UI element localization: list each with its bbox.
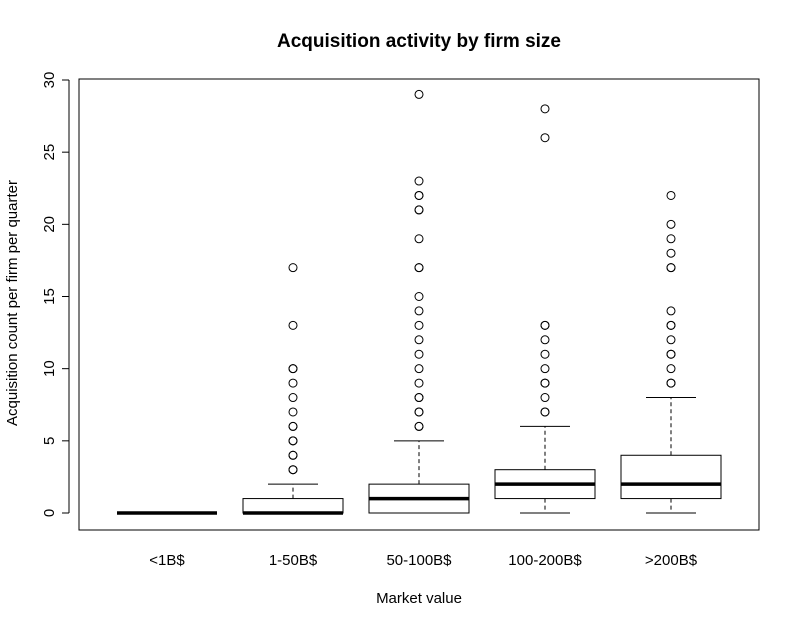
- outlier-point: [414, 378, 424, 388]
- box-group: [494, 104, 596, 514]
- outlier-point: [288, 393, 298, 403]
- y-axis-ticks: 0 5 10 15 20 25 30: [41, 72, 69, 517]
- outlier-point: [288, 263, 298, 273]
- x-tick-label: 1-50B$: [269, 552, 318, 569]
- outlier-point: [666, 335, 676, 345]
- outlier-point: [288, 364, 298, 374]
- outlier-point: [540, 378, 550, 388]
- outlier-point: [414, 421, 424, 431]
- x-tick-label: >200B$: [645, 552, 698, 569]
- outlier-point: [414, 320, 424, 330]
- y-tick-label: 5: [41, 437, 58, 445]
- outlier-point: [540, 335, 550, 345]
- outlier-point: [414, 364, 424, 374]
- outlier-point: [540, 393, 550, 403]
- chart-title: Acquisition activity by firm size: [277, 31, 561, 52]
- x-axis-ticks: <1B$ 1-50B$ 50-100B$ 100-200B$ >200B$: [149, 552, 697, 569]
- y-tick-label: 25: [41, 144, 58, 161]
- outlier-point: [288, 378, 298, 388]
- outlier-point: [666, 263, 676, 273]
- y-tick-label: 0: [41, 509, 58, 517]
- outlier-point: [540, 320, 550, 330]
- outlier-point: [666, 306, 676, 316]
- outlier-point: [414, 190, 424, 200]
- outlier-point: [540, 133, 550, 143]
- y-axis-label: Acquisition count per firm per quarter: [4, 180, 21, 426]
- outlier-point: [288, 450, 298, 460]
- x-tick-label: <1B$: [149, 552, 185, 569]
- outlier-point: [288, 465, 298, 475]
- outlier-point: [540, 364, 550, 374]
- outlier-point: [288, 320, 298, 330]
- outlier-point: [666, 364, 676, 374]
- boxes-layer: [117, 89, 722, 515]
- outlier-point: [414, 176, 424, 186]
- outlier-point: [414, 89, 424, 99]
- outlier-point: [414, 349, 424, 359]
- y-tick-label: 10: [41, 360, 58, 377]
- outlier-point: [414, 306, 424, 316]
- x-tick-label: 100-200B$: [508, 552, 582, 569]
- outlier-point: [288, 436, 298, 446]
- outlier-point: [540, 407, 550, 417]
- box-group: [620, 190, 722, 514]
- y-tick-label: 15: [41, 288, 58, 305]
- outlier-point: [414, 407, 424, 417]
- y-tick-label: 20: [41, 216, 58, 233]
- outlier-point: [666, 219, 676, 229]
- outlier-point: [414, 205, 424, 215]
- outlier-point: [666, 234, 676, 244]
- outlier-point: [666, 349, 676, 359]
- outlier-point: [414, 234, 424, 244]
- outlier-point: [288, 407, 298, 417]
- box-iqr: [242, 498, 344, 514]
- outlier-point: [666, 190, 676, 200]
- outlier-point: [414, 292, 424, 301]
- outlier-point: [666, 248, 676, 258]
- box-group: [242, 263, 344, 515]
- x-tick-label: 50-100B$: [386, 552, 452, 569]
- plot-frame: [78, 78, 760, 531]
- outlier-point: [666, 320, 676, 330]
- outlier-point: [540, 104, 550, 114]
- outlier-point: [540, 349, 550, 359]
- outlier-point: [414, 393, 424, 403]
- x-axis-label: Market value: [376, 590, 462, 607]
- box-group: [368, 89, 470, 514]
- outlier-point: [414, 335, 424, 345]
- y-tick-label: 30: [41, 72, 58, 89]
- outlier-point: [666, 378, 676, 388]
- box-iqr: [620, 454, 722, 500]
- outlier-point: [288, 421, 298, 431]
- outlier-point: [414, 263, 424, 273]
